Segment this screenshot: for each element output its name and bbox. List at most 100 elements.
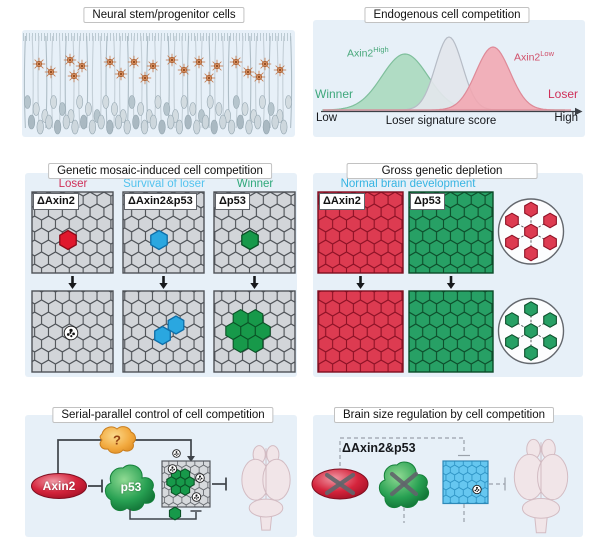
progenitor-cell-icon: [177, 63, 191, 77]
apoptotic-cell-icon: [472, 484, 482, 495]
arrow-down-icon: [250, 276, 259, 289]
competition-distribution-chart: [321, 36, 583, 116]
brain-icon: [513, 438, 569, 534]
progenitor-cell-icon: [63, 53, 77, 67]
arrow-down-icon: [187, 456, 195, 462]
progenitor-cell-icon: [103, 55, 117, 69]
progenitor-cell-icon: [241, 65, 255, 79]
apoptotic-cell-icon: [195, 473, 205, 483]
winner-clone-hex: [170, 483, 182, 496]
progenitor-cell-icon: [252, 70, 266, 84]
dissociated-cell-hex: [543, 212, 557, 229]
progenitor-cell-icon: [229, 55, 243, 69]
dissociated-cell-hex: [524, 245, 538, 262]
grid-axin2-null-after: [317, 290, 404, 373]
survivor-cell-hex: [154, 325, 171, 346]
unknown-factor-blob: [99, 426, 136, 454]
brain-size-title: Brain size regulation by cell competitio…: [334, 407, 554, 423]
dissociated-cell-hex: [524, 323, 538, 339]
progenitor-cell-icon: [75, 59, 89, 73]
grid-p53-null-after: [408, 290, 494, 373]
dissociated-cell-hex: [524, 301, 538, 317]
progenitor-cell-icon: [210, 59, 224, 73]
deletion-x-icon: [389, 471, 419, 497]
mosaic-accent-cells: [59, 229, 271, 354]
winner-clone-hex: [179, 468, 191, 481]
gross-subtitle: Normal brain development: [340, 178, 476, 190]
nspc-title: Neural stem/progenitor cells: [83, 7, 245, 23]
dissociated-cell-hex: [505, 234, 519, 251]
arrow-down-icon: [159, 276, 168, 289]
survivor-cell-hex: [167, 315, 185, 335]
progenitor-cell-icon: [127, 55, 141, 69]
apoptotic-cell-icon: [191, 492, 202, 502]
winner-clone-hex: [247, 308, 264, 328]
outcome-label-loser: Loser: [58, 178, 88, 190]
axis-high-label: High: [554, 112, 578, 124]
mosaic-title: Genetic mosaic-induced cell competition: [48, 163, 272, 179]
serial-title: Serial-parallel control of cell competit…: [52, 407, 274, 423]
progenitor-cell-icon: [202, 71, 216, 85]
progenitor-cell-icon: [44, 65, 58, 79]
survivor-cell-hex: [150, 229, 168, 251]
dissociated-cell-hex: [543, 334, 557, 350]
genotype-chip-gross-dp53: Δp53: [410, 193, 445, 210]
gross-title: Gross genetic depletion: [346, 163, 538, 179]
progenitor-cell-icon: [165, 53, 179, 67]
loser-cell-hex: [59, 229, 77, 251]
apoptotic-cell-icon: [63, 325, 79, 341]
winner-clone-hex: [247, 334, 264, 354]
progenitor-cell-icon: [192, 55, 206, 69]
winner-clone-hex: [179, 483, 191, 496]
gross-depletion-grids: [317, 191, 565, 373]
apoptotic-cell-icon: [167, 464, 178, 474]
no-competition-tissue-grid: [442, 460, 489, 505]
outcome-label-winner: Winner: [236, 178, 274, 190]
unknown-factor-label: ?: [113, 432, 121, 448]
progenitor-cell-icon: [32, 57, 46, 71]
winner-clone-hex: [232, 334, 249, 354]
progenitor-cell-icon: [273, 63, 287, 77]
progenitor-cell-icon: [146, 59, 160, 73]
dissociated-cell-hex: [524, 223, 538, 240]
progenitor-cell-icon: [114, 67, 128, 81]
progenitor-cell-icon: [138, 71, 152, 85]
endogenous-title: Endogenous cell competition: [364, 7, 530, 23]
gross-accent-cells: [505, 201, 557, 361]
axis-low-label: Low: [316, 112, 338, 124]
outcome-label-survival: Survival of loser: [123, 178, 205, 190]
axin2-low-label: Axin2Low: [514, 49, 555, 64]
winner-cell-hex: [241, 229, 259, 251]
brain-size-diagram: [311, 437, 569, 534]
dissociated-cell-hex: [505, 334, 519, 350]
brain-size-genotype: ΔAxin2&p53: [342, 441, 416, 455]
winner-signal-hex: [168, 506, 182, 521]
axin2-node-label: Axin2: [42, 479, 76, 493]
loser-label: Loser: [547, 87, 578, 101]
arrow-down-icon: [446, 276, 456, 289]
genotype-chip-gross-daxin2: ΔAxin2: [319, 193, 365, 210]
p53-node: [104, 464, 156, 512]
axin2-node: [31, 473, 87, 499]
x-axis-title: Loser signature score: [385, 115, 497, 127]
dissociated-cell-hex: [524, 345, 538, 361]
arrow-down-icon: [356, 276, 365, 289]
serial-pathway-diagram: [31, 426, 291, 531]
dissociated-cell-hex: [524, 201, 538, 218]
genotype-chip-daxin2p53: ΔAxin2&p53: [124, 193, 197, 210]
brain-icon: [241, 445, 291, 531]
genotype-chip-daxin2: ΔAxin2: [33, 193, 79, 210]
apoptotic-cell-icon: [172, 449, 181, 458]
axin2-high-label: Axin2High: [347, 45, 389, 60]
progenitor-cell-icon: [67, 69, 81, 83]
axis-arrow-icon: [575, 107, 583, 116]
nspc-illustration: [23, 33, 293, 135]
progenitor-cell-icon: [258, 57, 272, 71]
genotype-chip-dp53: Δp53: [215, 193, 250, 210]
dissociated-cell-hex: [505, 212, 519, 229]
progression-arrows: [68, 276, 456, 289]
arrow-down-icon: [68, 276, 77, 289]
dissociated-cell-hex: [505, 312, 519, 328]
